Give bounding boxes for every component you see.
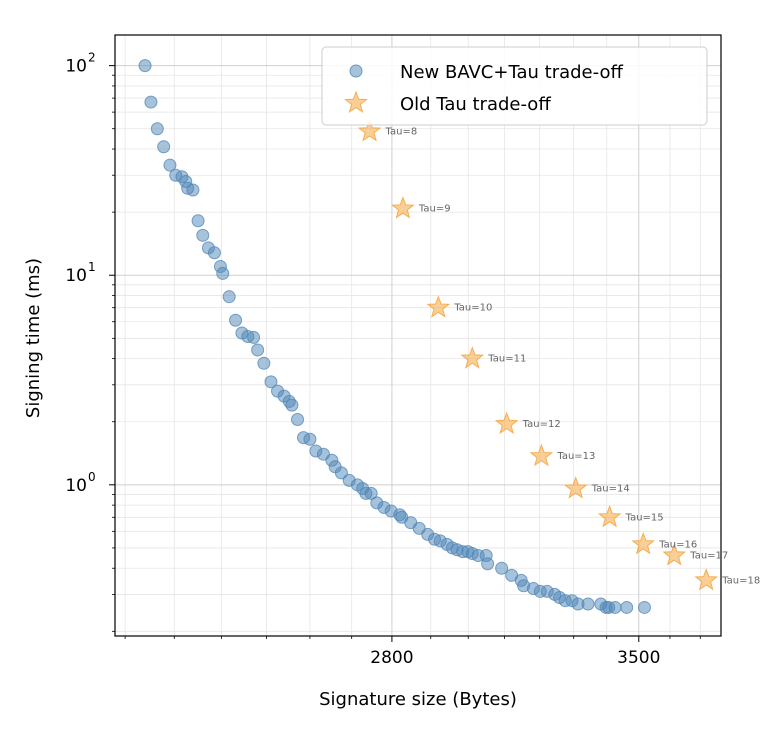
data-point-new bbox=[186, 183, 200, 197]
point-annotation: Tau=17 bbox=[689, 551, 728, 562]
data-point-old bbox=[662, 543, 687, 566]
y-tick-label: 10 bbox=[65, 266, 87, 286]
y-tick-exponent: 0 bbox=[88, 470, 96, 484]
data-point-new bbox=[157, 140, 171, 154]
legend-box bbox=[321, 46, 708, 126]
data-point-new bbox=[620, 600, 634, 614]
data-point-new bbox=[196, 228, 210, 242]
data-point-new bbox=[303, 432, 317, 446]
x-tick-label: 2800 bbox=[370, 648, 413, 668]
data-point-new bbox=[222, 290, 236, 304]
data-point-old bbox=[426, 295, 451, 318]
data-point-new bbox=[264, 375, 278, 389]
point-annotation: Tau=8 bbox=[385, 126, 418, 137]
x-tick-label: 3500 bbox=[617, 648, 660, 668]
legend-label-old: Old Tau trade-off bbox=[400, 94, 551, 115]
data-point-old bbox=[694, 567, 719, 591]
data-point-new bbox=[163, 158, 177, 172]
annotation-layer: Tau=8 Tau=9 Tau=10 Tau=11 Tau=12 Tau=13 Tau=14… bbox=[385, 126, 761, 586]
legend: New BAVC+Tau trade-off Old Tau trade-off bbox=[321, 46, 708, 126]
point-annotation: Tau=11 bbox=[487, 354, 526, 365]
data-point-new bbox=[251, 343, 265, 357]
data-point-old bbox=[494, 411, 519, 435]
point-annotation: Tau=9 bbox=[418, 204, 451, 215]
point-annotation: Tau=12 bbox=[522, 419, 561, 430]
data-point-old bbox=[631, 531, 656, 555]
data-point-old bbox=[597, 504, 622, 528]
data-point-new bbox=[207, 246, 221, 260]
data-point-new bbox=[138, 59, 152, 73]
y-tick-exponent: 2 bbox=[88, 51, 96, 65]
data-point-new bbox=[257, 356, 271, 370]
data-point-new bbox=[285, 398, 299, 412]
data-point-new bbox=[191, 214, 205, 228]
point-annotation: Tau=15 bbox=[625, 512, 664, 523]
data-point-new bbox=[495, 561, 509, 575]
point-annotation: Tau=13 bbox=[556, 451, 595, 462]
data-point-new bbox=[144, 95, 158, 109]
data-point-old bbox=[460, 346, 485, 369]
data-point-new bbox=[216, 266, 230, 280]
data-point-old bbox=[563, 476, 588, 499]
y-tick-label: 10 bbox=[65, 57, 87, 77]
legend-marker-new bbox=[349, 64, 363, 78]
point-annotation: Tau=16 bbox=[658, 539, 697, 550]
y-tick-exponent: 1 bbox=[88, 260, 96, 274]
data-point-new bbox=[581, 597, 595, 611]
data-point-new bbox=[150, 122, 164, 136]
y-tick-label: 10 bbox=[65, 476, 87, 496]
plot-frame bbox=[114, 34, 722, 637]
data-point-old bbox=[391, 196, 415, 219]
data-point-new bbox=[608, 600, 622, 614]
legend-label-new: New BAVC+Tau trade-off bbox=[400, 62, 623, 83]
data-point-new bbox=[229, 313, 243, 327]
data-point-new bbox=[334, 466, 348, 480]
data-point-old bbox=[357, 119, 382, 142]
data-point-new bbox=[637, 600, 651, 614]
point-annotation: Tau=18 bbox=[721, 575, 760, 586]
legend-marker-old bbox=[344, 90, 368, 114]
point-annotation: Tau=10 bbox=[453, 303, 492, 314]
data-point-new bbox=[481, 557, 495, 571]
x-axis-label: Signature size (Bytes) bbox=[319, 689, 517, 710]
data-point-new bbox=[364, 486, 378, 500]
point-annotation: Tau=14 bbox=[591, 484, 630, 495]
data-point-old bbox=[529, 443, 554, 467]
data-point-new bbox=[247, 330, 261, 344]
series-layer bbox=[138, 59, 719, 614]
data-point-new bbox=[291, 412, 305, 426]
y-axis-label: Signing time (ms) bbox=[23, 258, 44, 418]
